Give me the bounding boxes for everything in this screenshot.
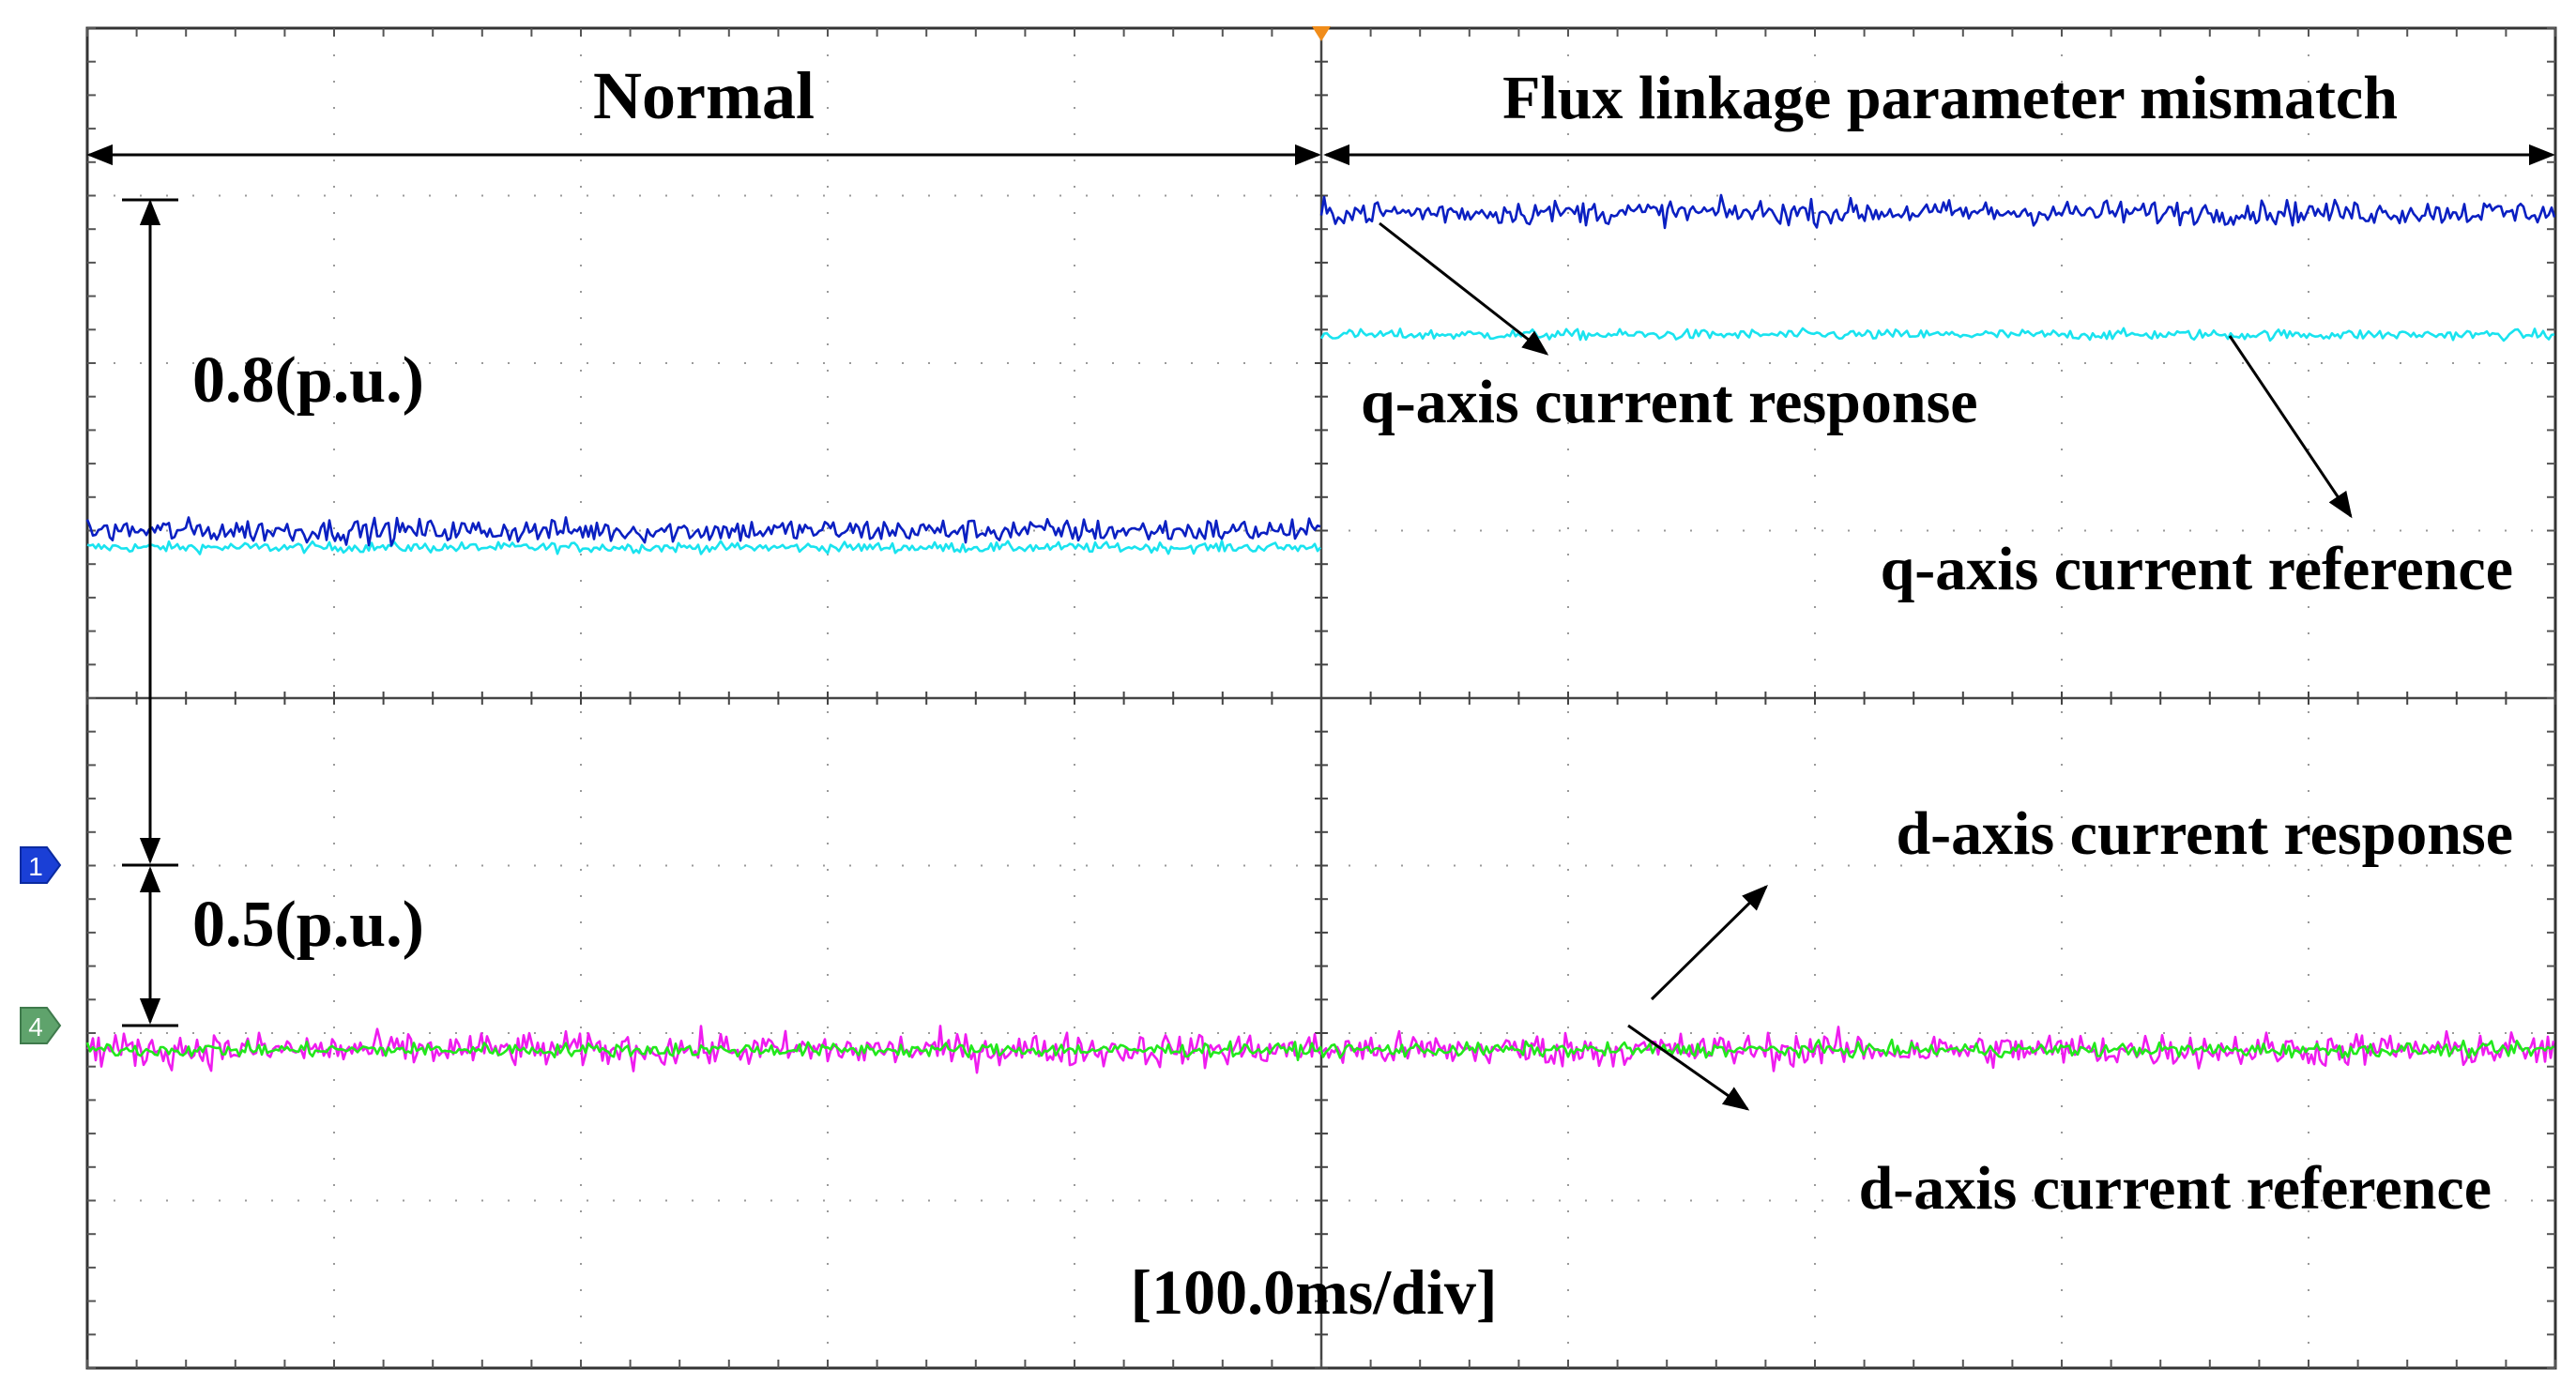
arrow-d-response [1650,885,1768,1001]
channel-1-marker: 1 [20,846,62,884]
q-axis-current-response-trace-0 [85,516,1321,547]
channel-markers: 1 4 [20,26,1331,1044]
d-axis-current-response-trace-0 [85,1038,2554,1061]
q-axis-current-response-trace-1 [1319,193,2556,230]
channel-1-label: 1 [28,852,43,881]
channel-4-label: 4 [28,1012,43,1042]
q-axis-current-reference-trace-1 [1319,327,2555,342]
label-q-response: q-axis current response [1361,368,1978,436]
x-axis-label: [100.0ms/div] [1131,1256,1498,1328]
label-q-reference: q-axis current reference [1881,535,2513,603]
scale-annotations: 0.8(p.u.) 0.5(p.u.) [122,198,424,1027]
region-label-flux-mismatch: Flux linkage parameter mismatch [1502,64,2398,132]
arrow-q-reference [2228,335,2353,519]
region-label-normal: Normal [593,58,815,133]
label-d-reference: d-axis current reference [1859,1154,2492,1223]
series-annotations: q-axis current response q-axis current r… [1361,221,2513,1223]
q-axis-current-reference-trace-0 [86,540,1322,555]
scale-label-0-5: 0.5(p.u.) [192,889,424,961]
trigger-marker [1312,26,1331,41]
regions: Normal Flux linkage parameter mismatch [86,58,2555,166]
scale-label-0-8: 0.8(p.u.) [192,344,424,417]
label-d-response: d-axis current response [1896,799,2513,868]
grid [86,27,2556,1369]
arrow-q-response [1379,221,1549,356]
arrow-d-reference [1627,1024,1750,1111]
channel-4-marker: 4 [20,1007,62,1044]
